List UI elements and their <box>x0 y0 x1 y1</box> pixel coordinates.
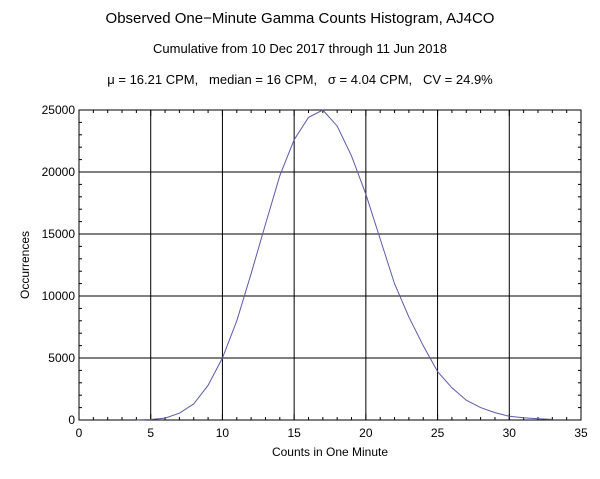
x-tick-label: 20 <box>359 426 373 440</box>
chart-title: Observed One−Minute Gamma Counts Histogr… <box>105 10 495 27</box>
x-tick-label: 15 <box>287 426 301 440</box>
x-tick-label: 30 <box>503 426 517 440</box>
y-tick-label: 20000 <box>42 165 76 179</box>
y-tick-label: 10000 <box>42 289 76 303</box>
chart-subtitle: Cumulative from 10 Dec 2017 through 11 J… <box>153 41 447 56</box>
x-tick-label: 10 <box>216 426 230 440</box>
y-tick-label: 15000 <box>42 227 76 241</box>
x-axis-label: Counts in One Minute <box>272 445 388 459</box>
plot-frame <box>78 109 582 421</box>
x-tick-label: 25 <box>431 426 445 440</box>
chart-stats-line: μ = 16.21 CPM, median = 16 CPM, σ = 4.04… <box>107 72 493 87</box>
series-line <box>136 109 553 421</box>
y-tick-label: 0 <box>68 413 75 427</box>
y-tick-labels: 0 5000 10000 15000 20000 25000 <box>42 103 76 427</box>
y-tick-label: 5000 <box>48 351 75 365</box>
axis-ticks <box>78 109 582 421</box>
x-tick-label: 5 <box>147 426 154 440</box>
x-tick-labels: 0 5 10 15 20 25 30 35 <box>76 426 588 440</box>
x-tick-label: 0 <box>76 426 83 440</box>
y-tick-label: 25000 <box>42 103 76 117</box>
y-axis-label: Occurrences <box>18 231 32 299</box>
grid-lines <box>78 109 582 421</box>
x-tick-label: 35 <box>574 426 588 440</box>
